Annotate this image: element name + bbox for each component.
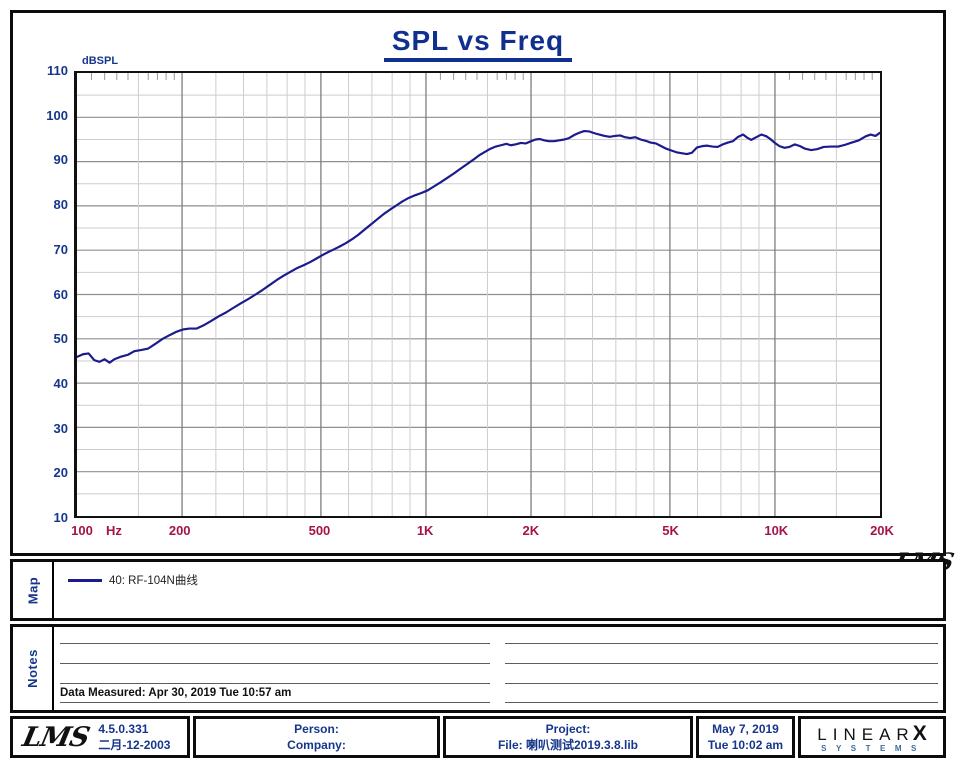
software-version-date: 二月-12-2003 [98,738,171,752]
data-measured-text: Data Measured: Apr 30, 2019 Tue 10:57 am [60,687,292,699]
person-label: Person: [294,721,339,736]
curve-legend: 40: RF-104N曲线 [68,572,198,588]
print-date: May 7, 2019 [712,721,779,736]
y-tick-label: 50 [53,331,68,347]
note-line [505,702,938,703]
y-tick-label: 30 [53,420,68,436]
note-line [60,663,490,664]
note-line [505,663,938,664]
file-label: File: 喇叭测试2019.3.8.lib [497,738,639,752]
linearx-logo: LINEAR X [817,721,927,745]
notes-panel-label: Notes [13,627,54,710]
linearx-systems-text: SYSTEMS [821,743,926,753]
company-label: Company: [287,738,346,752]
print-time: Tue 10:02 am [707,738,784,752]
x-tick-label: 2K [522,523,540,538]
note-line [505,683,938,684]
note-line [60,683,490,684]
x-tick-label: 5K [662,523,679,538]
x-axis-tick-labels: 100 200 500 1K 2K 5K 10K 20K Hz [71,523,894,543]
footer-project-cell: Project: File: 喇叭测试2019.3.8.lib [443,716,693,758]
notes-panel: Notes Data Measured: Apr 30, 2019 Tue 10… [10,624,946,713]
legend-line-swatch [68,578,102,582]
chart-section: SPL vs Freq dBSPL 110 100 90 80 70 60 50 40 30 20… [10,10,956,576]
x-tick-label: 10K [764,523,789,538]
lms-logo: LMS [19,721,92,753]
chart-title: SPL vs Freq [13,25,943,62]
software-version: 4.5.0.331 [98,721,149,736]
footer-version-cell: LMS 4.5.0.331 二月-12-2003 [10,716,190,758]
plot-area: LMS [74,71,956,576]
legend-label: 40: RF-104N曲线 [109,575,198,587]
x-tick-label: 200 [168,523,191,538]
x-axis-unit-label: Hz [106,523,122,538]
footer-person-cell: Person: Company: [193,716,440,758]
x-tick-label: 1K [416,523,434,538]
y-tick-label: 110 [47,63,68,78]
note-line [60,702,490,703]
y-tick-label: 100 [46,107,68,123]
y-tick-label: 60 [53,286,68,302]
chart-title-text: SPL vs Freq [383,25,573,62]
y-tick-label: 90 [53,152,68,168]
map-panel: Map 40: RF-104N曲线 [10,559,946,621]
project-label: Project: [545,721,591,736]
y-axis-tick-labels: 110 100 90 80 70 60 50 40 30 20 10 [13,63,71,525]
y-tick-label: 40 [53,375,68,391]
y-tick-label: 10 [53,510,68,525]
note-line [505,643,938,644]
y-tick-label: 80 [53,197,68,213]
note-line [60,643,490,644]
x-tick-label: 500 [308,523,331,538]
x-tick-label: 20K [870,523,894,538]
footer-date-cell: May 7, 2019 Tue 10:02 am [696,716,795,758]
spl-curve-chart [77,73,880,516]
y-tick-label: 20 [53,465,68,481]
x-tick-label: 100 [71,523,93,538]
map-panel-label: Map [13,562,54,618]
y-tick-label: 70 [53,241,68,257]
footer-brand-cell: LINEAR X SYSTEMS [798,716,946,758]
y-axis-unit-label: dBSPL [82,55,119,67]
